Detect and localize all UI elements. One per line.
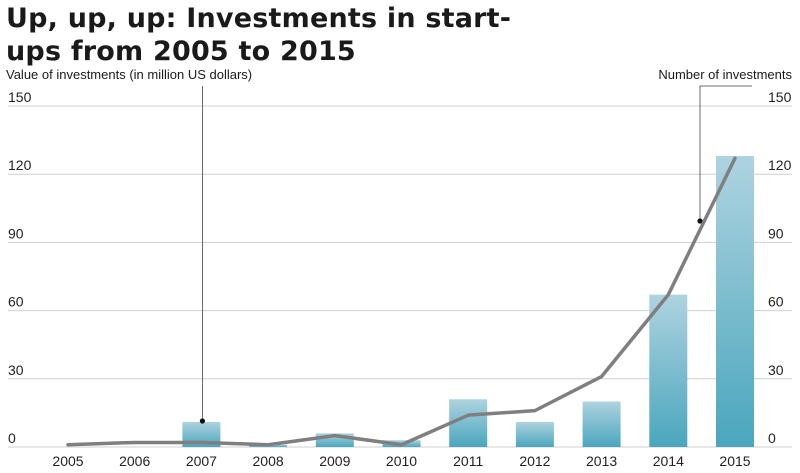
left-caption-dot bbox=[199, 418, 205, 424]
y-left-tick-label: 150 bbox=[8, 89, 32, 105]
y-left-tick-label: 0 bbox=[8, 430, 16, 446]
right-caption-dot bbox=[697, 218, 703, 224]
left-axis-caption: Value of investments (in million US doll… bbox=[6, 67, 253, 82]
chart-title: Up, up, up: Investments in start-ups fro… bbox=[6, 3, 512, 67]
x-tick-label: 2015 bbox=[719, 453, 750, 469]
line-series bbox=[66, 156, 737, 447]
x-tick-label: 2006 bbox=[119, 453, 150, 469]
y-right-tick-label: 150 bbox=[768, 89, 792, 105]
x-tick-label: 2007 bbox=[186, 453, 217, 469]
x-tick-label: 2008 bbox=[253, 453, 284, 469]
bar bbox=[649, 294, 688, 447]
x-tick-label: 2014 bbox=[653, 453, 684, 469]
bar bbox=[515, 421, 554, 447]
x-tick-label: 2012 bbox=[519, 453, 550, 469]
y-left-tick-label: 120 bbox=[8, 157, 32, 173]
x-tick-label: 2010 bbox=[386, 453, 417, 469]
right-axis-caption: Number of investments bbox=[658, 67, 792, 82]
x-tick-label: 2009 bbox=[319, 453, 350, 469]
y-left-tick-label: 60 bbox=[8, 294, 24, 310]
y-right-tick-label: 30 bbox=[768, 362, 784, 378]
x-tick-label: 2013 bbox=[586, 453, 617, 469]
x-tick-label: 2005 bbox=[52, 453, 83, 469]
bar bbox=[582, 401, 621, 447]
y-right-tick-label: 60 bbox=[768, 294, 784, 310]
y-right-tick-label: 0 bbox=[768, 430, 776, 446]
bar bbox=[449, 399, 488, 447]
x-tick-label: 2011 bbox=[453, 453, 483, 469]
y-left-tick-label: 90 bbox=[8, 225, 24, 241]
y-right-tick-label: 120 bbox=[768, 157, 792, 173]
y-left-tick-label: 30 bbox=[8, 362, 24, 378]
y-right-tick-label: 90 bbox=[768, 225, 784, 241]
bar bbox=[716, 156, 754, 447]
right-caption-leader bbox=[699, 85, 752, 221]
